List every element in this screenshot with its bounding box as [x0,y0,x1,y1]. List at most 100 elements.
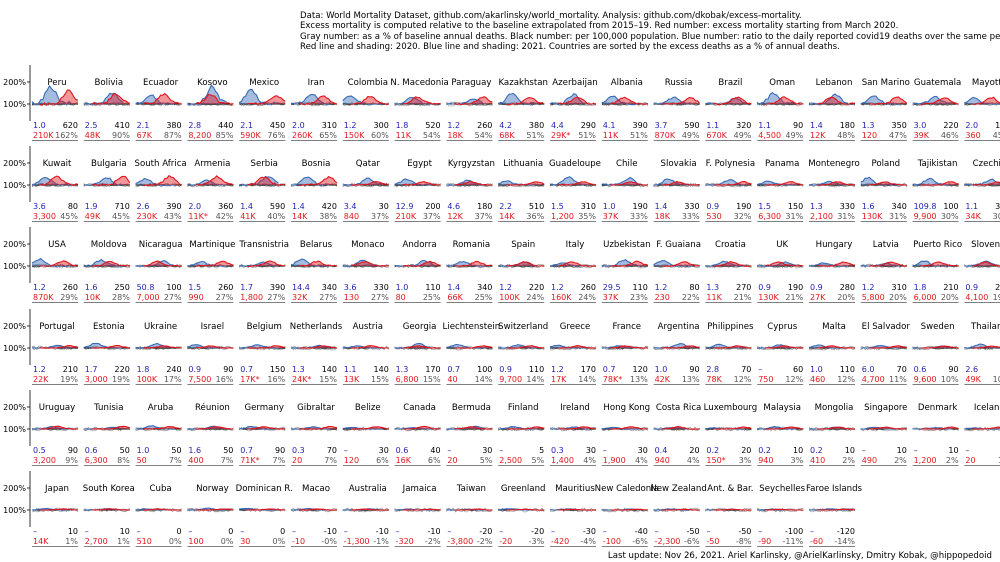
series-2020-line [402,260,441,267]
series-2021-line [860,344,900,349]
country-panel: Liechtenstein 0.7 100 40 14% [443,322,500,385]
country-name: Ant. & Bar. [707,484,753,494]
covid-ratio-value: 0.9 [965,283,978,292]
per-100k-value: 320 [995,202,1000,211]
country-name: Bosnia [302,159,331,169]
covid-ratio-value: 0.9 [706,202,719,211]
series-2020-line [868,261,907,267]
covid-ratio-value: 0.4 [655,446,668,455]
excess-deaths-value: 100K [137,375,158,384]
country-panel: Egypt 12.9 200 210K 37% [394,159,441,222]
past-year-line [549,101,597,107]
series-2020-line [713,180,752,186]
series-2021-area [757,92,797,105]
country-name: Qatar [356,159,381,169]
pct-annual-value: 16% [267,375,285,384]
series-2021-area [964,344,1000,349]
series-2021-line [446,425,486,430]
per-100k-value: 90 [793,121,803,130]
country-name: Uruguay [39,403,76,413]
pct-annual-value: 19% [60,375,78,384]
covid-ratio-value: 0.2 [706,446,719,455]
series-2020-line [713,426,752,430]
country-name: Serbia [251,159,278,169]
excess-deaths-value: 22K [33,375,49,384]
covid-ratio-value: 0.5 [33,446,46,455]
series-2021-line [964,343,1000,349]
past-year-line [808,346,856,351]
country-name: Azerbaijan [552,78,597,88]
series-2021-line [83,177,124,186]
pct-annual-value: 33% [682,212,700,221]
per-100k-value: 260 [581,283,596,292]
country-name: Armenia [194,159,230,169]
country-name: Martinique [189,240,235,250]
series-2020-line [143,260,182,267]
excess-deaths-value: 2,700 [85,537,108,546]
series-2020-line [972,96,1000,106]
country-name: Aruba [148,403,174,413]
pct-annual-value: 17% [164,375,182,384]
country-panel: Dominican R.– 030 0% [236,484,293,547]
per-100k-value: 390 [270,283,285,292]
country-name: Nicaragua [139,240,183,250]
per-100k-value: 5 [539,446,544,455]
excess-deaths-value: 2,100 [810,212,833,221]
covid-ratio-value: 1.2 [551,283,564,292]
y-tick-label: 200% [3,322,26,331]
series-2020-line [972,181,1000,186]
country-panel: Israel 0.9 90 7,500 16% [187,322,234,385]
pct-annual-value: 1% [117,537,130,546]
series-2021-line [808,180,849,186]
past-year-line [135,101,182,107]
pct-annual-value: 15% [371,375,389,384]
covid-ratio-value: – [292,527,296,536]
excess-deaths-value: 510 [137,537,152,546]
series-2020-line [195,175,234,186]
covid-ratio-value: 1.9 [85,202,98,211]
covid-ratio-value: 3.4 [344,202,357,211]
per-100k-value: 260 [63,283,78,292]
series-2020-area [299,96,337,105]
per-100k-value: 200 [995,283,1000,292]
pct-annual-value: 27% [267,293,285,302]
per-100k-value: 90 [223,365,233,374]
covid-ratio-value: 12.9 [396,202,414,211]
covid-ratio-value: – [603,527,607,536]
past-year-line [239,183,286,188]
covid-ratio-value: 1.5 [758,202,771,211]
country-panel: Mayotte 2.0 130 360 45% [964,78,1000,141]
header-line-2: Excess mortality is computed relative to… [300,21,899,32]
series-2020-line [454,508,493,511]
country-name: Czechia [973,159,1000,169]
country-name: Egypt [407,159,432,169]
series-2020-line [869,345,907,349]
covid-ratio-value: 0.9 [188,365,201,374]
series-2020-line [765,426,804,430]
country-panel: Taiwan – -20 -3,800 -2% [446,484,493,547]
per-100k-value: 390 [633,121,648,130]
pct-annual-value: 7% [272,456,285,465]
excess-deaths-value: -1,300 [344,537,370,546]
series-2021-line [290,93,331,106]
past-year-line [756,263,804,269]
country-panel: Nicaragua 50.8 100 7,000 27% [135,240,183,303]
series-2020-line [713,260,752,267]
per-100k-value: 310 [581,202,596,211]
covid-ratio-value: 1.0 [137,446,150,455]
pct-annual-value: -6% [684,537,700,546]
pct-annual-value: 162% [55,131,78,140]
series-2020-area [610,97,648,105]
country-panel: Bosnia 1.4 420 14K 38% [290,159,337,222]
pct-annual-value: 47% [889,131,907,140]
country-panel: Singapore – 10 490 2% [860,403,907,466]
series-2021-area [83,343,123,349]
pct-annual-value: 28% [112,293,130,302]
per-100k-value: 180 [477,202,492,211]
series-2021-line [135,94,175,105]
country-name: Tunisia [93,403,123,413]
pct-annual-value: 1% [998,456,1000,465]
country-name: Portugal [39,322,75,332]
series-2020-line [765,345,804,349]
country-name: Réunion [195,402,230,413]
